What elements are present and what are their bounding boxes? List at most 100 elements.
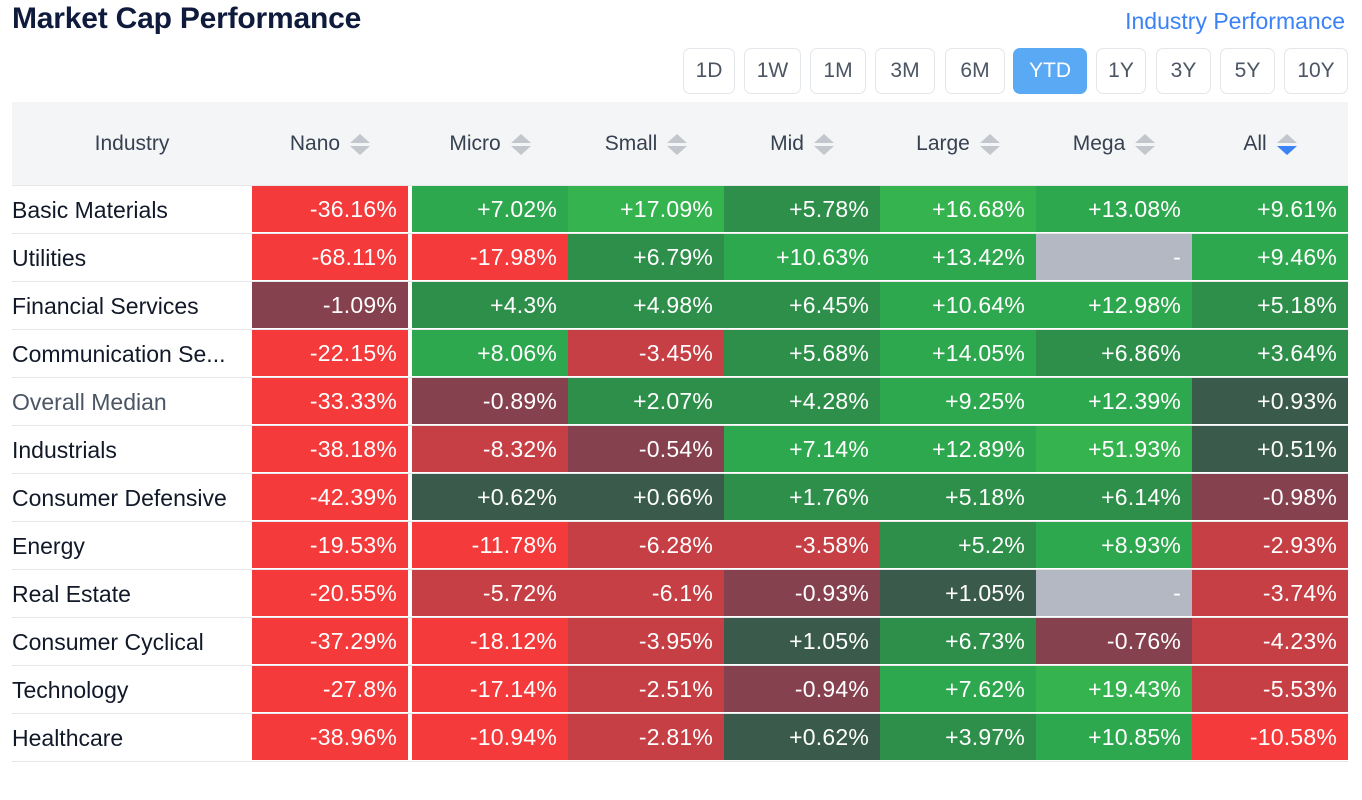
value-cell-small: -2.81%	[568, 714, 724, 760]
industry-name[interactable]: Industrials	[12, 436, 117, 463]
period-button-1y[interactable]: 1Y	[1096, 48, 1146, 94]
industry-name[interactable]: Consumer Defensive	[12, 484, 227, 511]
industry-name[interactable]: Healthcare	[12, 724, 124, 751]
column-header-label: All	[1243, 132, 1267, 155]
column-header-mega[interactable]: Mega	[1036, 102, 1192, 186]
industry-performance-link[interactable]: Industry Performance	[1125, 8, 1345, 34]
value-cell-micro: -18.12%	[412, 618, 568, 664]
value-cell-large: +6.73%	[880, 618, 1036, 664]
industry-name[interactable]: Consumer Cyclical	[12, 628, 204, 655]
value-cell-small: +6.79%	[568, 234, 724, 280]
value-cell-large: +9.25%	[880, 378, 1036, 424]
value-cell-micro: -5.72%	[412, 570, 568, 616]
value-cell-large: +1.05%	[880, 570, 1036, 616]
value-cell-mid: +4.28%	[724, 378, 880, 424]
column-header-all[interactable]: All	[1192, 102, 1348, 186]
table-row: Healthcare -38.96% -10.94% -2.81% +0.62% +3.9…	[12, 714, 1348, 762]
value-cell-nano: -38.18%	[252, 426, 408, 472]
period-button-ytd[interactable]: YTD	[1013, 48, 1087, 94]
value-cell-mid: -0.93%	[724, 570, 880, 616]
value-cell-large: +12.89%	[880, 426, 1036, 472]
period-button-3m[interactable]: 3M	[875, 48, 935, 94]
value-cell-nano: -37.29%	[252, 618, 408, 664]
value-cell-small: -3.45%	[568, 330, 724, 376]
table-row: Industrials -38.18% -8.32% -0.54% +7.14% +12.…	[12, 426, 1348, 474]
industry-name[interactable]: Financial Services	[12, 292, 199, 319]
column-header-nano[interactable]: Nano	[252, 102, 408, 186]
value-cell-micro: -0.89%	[412, 378, 568, 424]
value-cell-large: +13.42%	[880, 234, 1036, 280]
period-button-3y[interactable]: 3Y	[1156, 48, 1211, 94]
value-cell-large: +5.2%	[880, 522, 1036, 568]
period-button-1w[interactable]: 1W	[744, 48, 801, 94]
value-cell-all: +9.61%	[1192, 186, 1348, 232]
industry-name[interactable]: Utilities	[12, 244, 87, 271]
column-header-large[interactable]: Large	[880, 102, 1036, 186]
table-header: Industry Nano Micro Small Mid Large Mega All	[12, 102, 1348, 186]
sort-icon	[813, 133, 834, 155]
value-cell-all: +0.51%	[1192, 426, 1348, 472]
value-cell-mega: -0.76%	[1036, 618, 1192, 664]
period-button-5y[interactable]: 5Y	[1220, 48, 1275, 94]
column-header-industry: Industry	[12, 102, 252, 186]
value-cell-all: -2.93%	[1192, 522, 1348, 568]
period-button-10y[interactable]: 10Y	[1284, 48, 1348, 94]
value-cell-nano: -38.96%	[252, 714, 408, 760]
column-header-mid[interactable]: Mid	[724, 102, 880, 186]
column-header-micro[interactable]: Micro	[412, 102, 568, 186]
sort-icon	[1135, 133, 1156, 155]
value-cell-micro: -10.94%	[412, 714, 568, 760]
value-cell-mid: -0.94%	[724, 666, 880, 712]
period-button-6m[interactable]: 6M	[945, 48, 1005, 94]
value-cell-mega: +19.43%	[1036, 666, 1192, 712]
value-cell-nano: -1.09%	[252, 282, 408, 328]
value-cell-mid: +6.45%	[724, 282, 880, 328]
value-cell-all: -4.23%	[1192, 618, 1348, 664]
table-row: Energy -19.53% -11.78% -6.28% -3.58% +5.2% +8.…	[12, 522, 1348, 570]
value-cell-nano: -68.11%	[252, 234, 408, 280]
sort-descending-icon	[1276, 133, 1297, 155]
value-cell-nano: -42.39%	[252, 474, 408, 520]
value-cell-small: +4.98%	[568, 282, 724, 328]
value-cell-mega: +8.93%	[1036, 522, 1192, 568]
value-cell-large: +14.05%	[880, 330, 1036, 376]
value-cell-micro: +4.3%	[412, 282, 568, 328]
value-cell-micro: -17.98%	[412, 234, 568, 280]
table-row: Basic Materials -36.16% +7.02% +17.09% +5.78…	[12, 186, 1348, 234]
value-cell-all: -5.53%	[1192, 666, 1348, 712]
period-button-1d[interactable]: 1D	[683, 48, 735, 94]
value-cell-all: +5.18%	[1192, 282, 1348, 328]
value-cell-nano: -19.53%	[252, 522, 408, 568]
period-button-1m[interactable]: 1M	[810, 48, 866, 94]
industry-name[interactable]: Real Estate	[12, 580, 131, 607]
value-cell-micro: +0.62%	[412, 474, 568, 520]
column-header-label: Nano	[289, 132, 341, 155]
table-row-median: Overall Median -33.33% -0.89% +2.07% +4.28% +…	[12, 378, 1348, 426]
sort-icon	[510, 133, 531, 155]
period-selector: 1D 1W 1M 3M 6M YTD 1Y 3Y 5Y 10Y	[0, 48, 1362, 94]
industry-name[interactable]: Energy	[12, 532, 85, 559]
table-row: Technology -27.8% -17.14% -2.51% -0.94% +7.62…	[12, 666, 1348, 714]
column-header-label: Mega	[1072, 132, 1126, 155]
value-cell-small: -6.1%	[568, 570, 724, 616]
industry-name[interactable]: Communication Se...	[12, 340, 226, 367]
value-cell-all: -0.98%	[1192, 474, 1348, 520]
industry-name[interactable]: Technology	[12, 676, 129, 703]
value-cell-mega: +12.39%	[1036, 378, 1192, 424]
column-header-label: Large	[916, 132, 970, 155]
value-cell-mega: +6.14%	[1036, 474, 1192, 520]
value-cell-micro: +8.06%	[412, 330, 568, 376]
value-cell-mid: +5.78%	[724, 186, 880, 232]
overall-median-label: Overall Median	[12, 388, 167, 415]
table-body: Basic Materials -36.16% +7.02% +17.09% +5.78…	[12, 186, 1348, 762]
page-title: Market Cap Performance	[12, 2, 362, 35]
column-header-label: Industry	[94, 132, 170, 155]
value-cell-mid: +7.14%	[724, 426, 880, 472]
value-cell-nano: -20.55%	[252, 570, 408, 616]
column-header-small[interactable]: Small	[568, 102, 724, 186]
value-cell-mega: +12.98%	[1036, 282, 1192, 328]
value-cell-mega: -	[1036, 570, 1192, 616]
value-cell-nano: -22.15%	[252, 330, 408, 376]
industry-name[interactable]: Basic Materials	[12, 196, 168, 223]
value-cell-large: +10.64%	[880, 282, 1036, 328]
